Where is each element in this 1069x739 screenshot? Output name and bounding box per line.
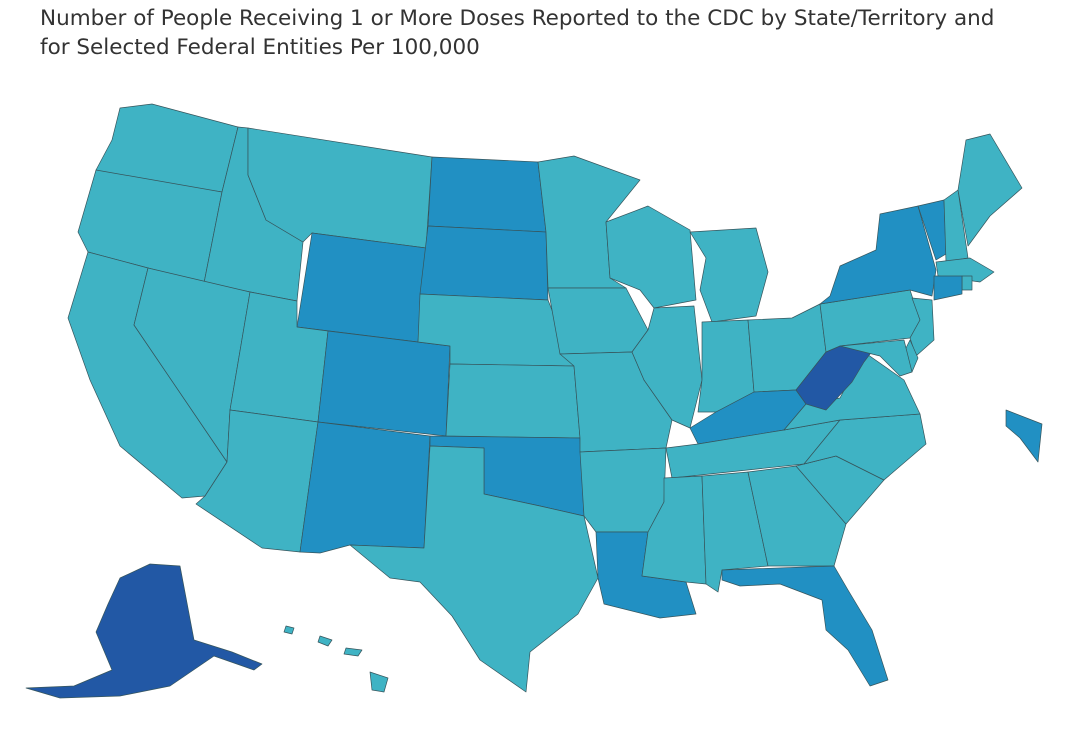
state-MI[interactable] xyxy=(689,227,769,323)
state-WY[interactable] xyxy=(296,232,427,343)
state-HI[interactable] xyxy=(283,625,389,693)
map-title-line-2: for Selected Federal Entities Per 100,00… xyxy=(40,35,480,60)
state-CT[interactable] xyxy=(933,275,963,301)
state-KS[interactable] xyxy=(445,363,581,439)
state-IA[interactable] xyxy=(547,287,649,355)
state-ME[interactable] xyxy=(957,133,1023,247)
state-MD[interactable] xyxy=(839,339,913,377)
state-TX[interactable] xyxy=(349,445,599,693)
state-RI[interactable] xyxy=(961,275,973,291)
state-CO[interactable] xyxy=(317,330,451,437)
state-IL[interactable] xyxy=(631,305,703,429)
state-FL[interactable] xyxy=(721,565,889,687)
state-WI[interactable] xyxy=(605,205,697,309)
state-AK[interactable] xyxy=(25,563,263,699)
state-NM[interactable] xyxy=(299,421,431,554)
state-ND[interactable] xyxy=(427,156,547,233)
state-NY[interactable] xyxy=(819,205,937,305)
state-AR[interactable] xyxy=(579,447,667,533)
map-title: Number of People Receiving 1 or More Dos… xyxy=(40,4,1060,62)
territory-PR[interactable] xyxy=(1005,409,1043,463)
map-title-line-1: Number of People Receiving 1 or More Dos… xyxy=(40,6,995,31)
state-SD[interactable] xyxy=(419,225,549,301)
state-GA[interactable] xyxy=(747,465,847,567)
